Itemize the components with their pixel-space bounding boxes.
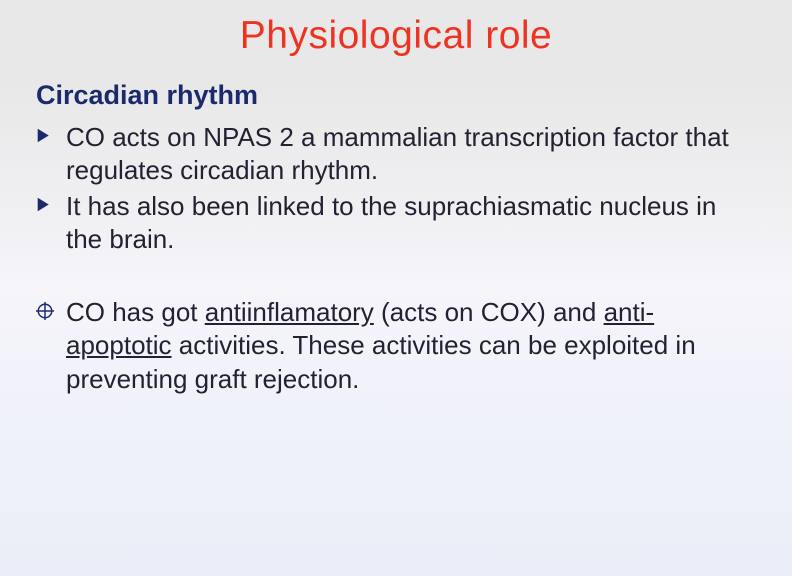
arrow-bullet-icon — [36, 121, 66, 144]
bullet-item: CO acts on NPAS 2 a mammalian transcript… — [36, 121, 756, 188]
target-bullet-icon — [36, 296, 66, 320]
bullet-text: CO acts on NPAS 2 a mammalian transcript… — [66, 121, 756, 188]
slide: Physiological role Circadian rhythm CO a… — [0, 0, 792, 576]
bullet-item: It has also been linked to the suprachia… — [36, 190, 756, 257]
bullet-group-2: CO has got antiinflamatory (acts on COX)… — [36, 296, 756, 396]
bullet-item: CO has got antiinflamatory (acts on COX)… — [36, 296, 756, 396]
bullet-group-1: CO acts on NPAS 2 a mammalian transcript… — [36, 121, 756, 256]
slide-subtitle: Circadian rhythm — [36, 80, 756, 111]
bullet-text: CO has got antiinflamatory (acts on COX)… — [66, 296, 756, 396]
bullet-text: It has also been linked to the suprachia… — [66, 190, 756, 257]
arrow-bullet-icon — [36, 190, 66, 213]
slide-title: Physiological role — [36, 14, 756, 58]
